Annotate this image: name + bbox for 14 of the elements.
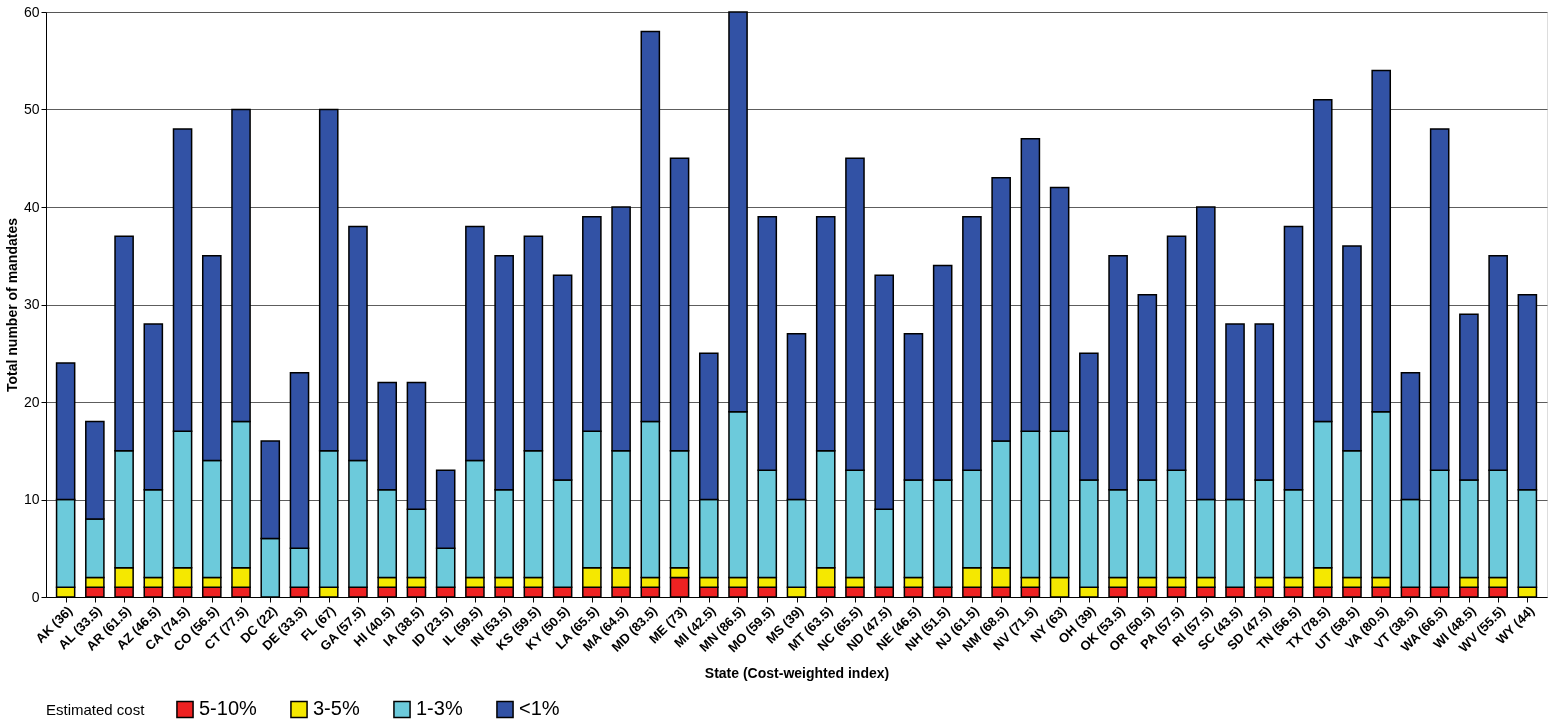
y-tick-label: 20: [23, 393, 40, 410]
y-tick-label: 40: [23, 198, 40, 215]
legend-label: 5-10%: [199, 697, 258, 720]
y-tick-label: 30: [23, 296, 40, 312]
legend-label: <1%: [519, 697, 560, 720]
legend-label: 3-5%: [313, 697, 360, 720]
legend-title: Estimated cost: [46, 701, 146, 718]
y-tick-label: 0: [31, 588, 40, 605]
y-tick-label: 10: [23, 491, 40, 507]
y-tick-label: 50: [23, 101, 40, 117]
legend-label: 1-3%: [416, 697, 463, 720]
x-axis-title: State (Cost-weighted index): [704, 665, 890, 682]
y-tick-label: 60: [23, 3, 40, 20]
y-axis-title: Total number of mandates: [3, 217, 20, 392]
